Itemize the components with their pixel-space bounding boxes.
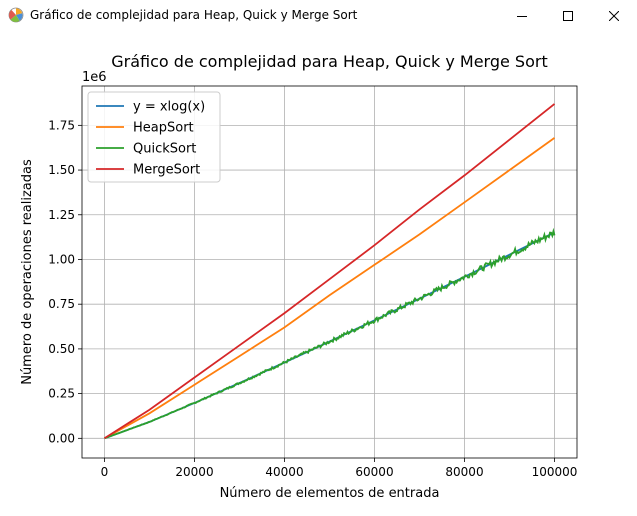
- x-tick-label: 20000: [175, 465, 213, 479]
- y-tick-label: 0.75: [48, 297, 75, 311]
- complexity-line-chart: 0 20000 40000 60000 80000 100000 0.00 0.25 0.50 0…: [20, 52, 578, 501]
- close-icon: [609, 10, 619, 21]
- window-title: Gráfico de complejidad para Heap, Quick …: [30, 8, 358, 22]
- legend-label: HeapSort: [133, 121, 194, 136]
- minimize-icon: [517, 15, 527, 17]
- series-line-quicksort: [104, 227, 556, 440]
- close-button[interactable]: [591, 0, 637, 31]
- legend-label: MergeSort: [133, 163, 200, 178]
- legend-label: QuickSort: [133, 142, 196, 157]
- y-offset-label: 1e6: [82, 70, 107, 85]
- y-axis-label: Número de operaciones realizadas: [20, 159, 35, 385]
- y-tick-label: 0.00: [48, 431, 75, 445]
- x-tick-label: 40000: [265, 465, 303, 479]
- y-tick-label: 1.00: [48, 252, 75, 266]
- title-bar[interactable]: Gráfico de complejidad para Heap, Quick …: [0, 0, 637, 31]
- minimize-button[interactable]: [499, 0, 545, 31]
- x-tick-label: 0: [101, 465, 109, 479]
- x-tick-label: 60000: [355, 465, 393, 479]
- y-tick-label: 1.25: [48, 208, 75, 222]
- legend-label: y = xlog(x): [133, 100, 205, 115]
- x-tick-label: 80000: [445, 465, 483, 479]
- legend-box: [87, 91, 221, 183]
- axis-ticks: 0 20000 40000 60000 80000 100000 0.00 0.25 0.50 0…: [48, 118, 577, 479]
- y-tick-label: 1.75: [48, 118, 75, 132]
- figure-canvas: 0 20000 40000 60000 80000 100000 0.00 0.25 0.50 0…: [0, 31, 637, 512]
- maximize-button[interactable]: [545, 0, 591, 31]
- y-tick-label: 0.50: [48, 342, 75, 356]
- legend: y = xlog(x) HeapSort QuickSort MergeSort: [87, 91, 221, 183]
- maximize-icon: [563, 10, 573, 21]
- y-tick-label: 0.25: [48, 387, 75, 401]
- x-tick-label: 100000: [532, 465, 578, 479]
- axes-frame: [81, 85, 578, 459]
- series-lines: [104, 103, 556, 440]
- x-axis-label: Número de elementos de entrada: [220, 486, 440, 501]
- y-tick-label: 1.50: [48, 163, 75, 177]
- chart-title: Gráfico de complejidad para Heap, Quick …: [111, 52, 547, 71]
- series-line-heapsort: [104, 137, 556, 440]
- series-line-mergesort: [104, 103, 556, 440]
- matplotlib-icon: [8, 7, 24, 23]
